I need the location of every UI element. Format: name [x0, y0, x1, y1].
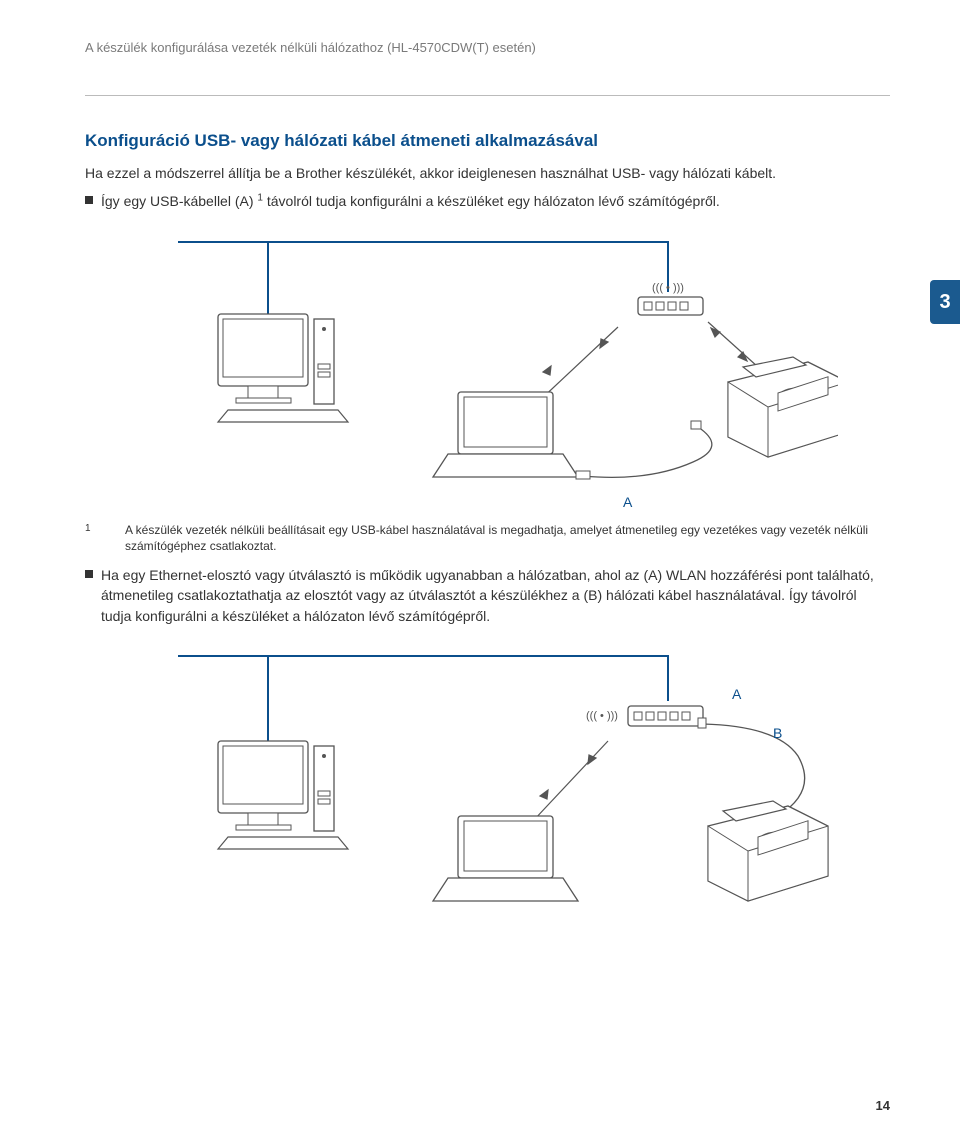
intro-text: Ha ezzel a módszerrel állítja be a Broth…: [85, 163, 890, 183]
bullet1-pre: Így egy USB-kábellel (A): [101, 193, 257, 209]
svg-text:((( • ))): ((( • ))): [652, 282, 684, 294]
footnote-text: A készülék vezeték nélküli beállításait …: [125, 522, 890, 556]
bullet-2: Ha egy Ethernet-elosztó vagy útválasztó …: [85, 565, 890, 626]
bullet1-post: távolról tudja konfigurálni a készüléket…: [263, 193, 720, 209]
diagram1-label-a: A: [623, 494, 633, 510]
page-tab: 3: [930, 280, 960, 324]
section-title: Konfiguráció USB- vagy hálózati kábel át…: [85, 131, 890, 151]
svg-text:((( • ))): ((( • ))): [586, 710, 618, 722]
page-header: A készülék konfigurálása vezeték nélküli…: [85, 40, 890, 55]
diagram2-label-b: B: [773, 725, 782, 741]
diagram-1: ((( • ))): [138, 232, 838, 512]
diagram2-label-a: A: [732, 686, 742, 702]
footnote-num: 1: [85, 523, 91, 534]
divider: [85, 95, 890, 96]
bullet-1: Így egy USB-kábellel (A) 1 távolról tudj…: [85, 191, 890, 211]
diagram-2: ((( • ))) A B: [138, 646, 838, 946]
bullet-1-text: Így egy USB-kábellel (A) 1 távolról tudj…: [101, 191, 720, 211]
footnote-1: 1 A készülék vezeték nélküli beállításai…: [85, 522, 890, 556]
bullet-marker-icon: [85, 570, 93, 578]
bullet-2-text: Ha egy Ethernet-elosztó vagy útválasztó …: [101, 565, 890, 626]
page-number: 14: [876, 1098, 890, 1113]
bullet-marker-icon: [85, 196, 93, 204]
